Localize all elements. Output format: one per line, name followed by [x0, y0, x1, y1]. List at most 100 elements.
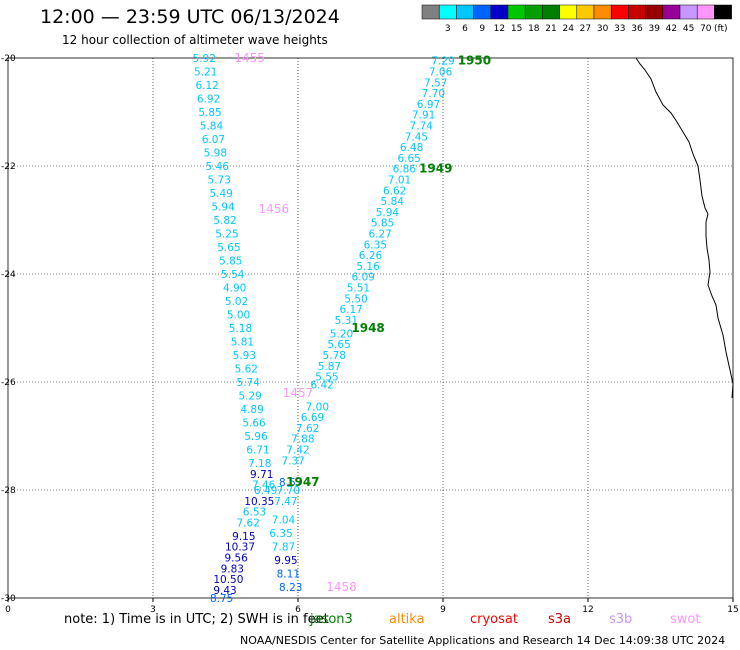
wave-height-point: 6.09: [352, 272, 375, 284]
wave-height-point: 7.06: [429, 67, 453, 79]
legend-tick-label: 12: [494, 24, 505, 34]
y-tick-label: -28: [1, 486, 16, 496]
wave-height-point: 4.90: [223, 283, 246, 295]
coastline-path: [635, 57, 734, 399]
wave-height-point: 5.94: [376, 207, 400, 219]
wave-height-point: 5.29: [238, 391, 261, 403]
legend-swatch: [559, 4, 578, 20]
wave-height-point: 6.69: [301, 412, 324, 424]
wave-height-point: 6.12: [195, 80, 218, 92]
pass-time-label: 1948: [351, 321, 384, 335]
wave-height-point: 5.98: [204, 148, 227, 160]
wave-height-point: 7.47: [274, 496, 297, 508]
wave-height-point: 6.35: [364, 239, 387, 251]
legend-swatch: [456, 4, 474, 20]
wave-height-point: 6.65: [397, 153, 420, 165]
wave-height-point: 7.74: [410, 121, 434, 133]
wave-height-point: 8.75: [210, 593, 233, 605]
legend-swatch: [490, 4, 509, 20]
legend-tick-label: 18: [528, 24, 540, 34]
pass-labels: 1455 1456 1457 1458 1950 1949 1948 1947: [234, 51, 491, 594]
wave-height-point: 10.50: [213, 574, 243, 586]
wave-height-point: 5.21: [194, 67, 217, 79]
wave-height-point: 5.00: [227, 310, 250, 322]
wave-height-point: 5.81: [231, 337, 254, 349]
wave-height-point: 7.01: [388, 175, 411, 187]
wave-height-point: 5.25: [215, 229, 238, 241]
legend-swatch: [645, 4, 664, 20]
x-tick-label: 3: [150, 605, 156, 615]
wave-height-point: 5.87: [318, 361, 341, 373]
wave-height-point: 6.17: [339, 304, 362, 316]
wave-height-point: 5.65: [217, 242, 240, 254]
wave-height-point: 7.70: [422, 88, 445, 100]
wave-height-point: 6.92: [197, 94, 220, 106]
legend-tick-label: 33: [614, 24, 625, 34]
legend-unit: (ft): [714, 24, 728, 34]
wave-height-point: 7.29: [431, 56, 454, 68]
wave-height-point: 7.04: [272, 515, 296, 527]
wave-height-point: 6.62: [383, 185, 406, 197]
wave-height-point: 5.93: [233, 350, 256, 362]
wave-height-point: 5.82: [213, 215, 236, 227]
wave-height-point: 6.97: [417, 99, 440, 111]
wave-height-point: 5.46: [206, 161, 230, 173]
wave-height-point: 10.35: [244, 496, 274, 508]
pass-time-label: 1458: [326, 580, 357, 594]
legend-swatch: [610, 4, 629, 20]
legend-swatch: [679, 4, 698, 20]
grid-lines: [8, 58, 733, 598]
wave-height-point: 6.42: [310, 380, 333, 392]
legend-swatch: [507, 4, 526, 20]
wave-height-point: 6.48: [400, 142, 423, 154]
legend-tick-label: 70: [700, 24, 712, 34]
satellite-name-s3b: s3b: [609, 612, 633, 627]
wave-height-point: 7.45: [405, 131, 428, 143]
legend-swatch: [628, 4, 646, 20]
note-text: note: 1) Time is in UTC; 2) SWH is in fe…: [64, 612, 329, 627]
legend-swatch: [714, 4, 732, 20]
wave-height-point: 7.70: [277, 485, 300, 497]
legend-tick-label: 42: [666, 24, 677, 34]
y-tick-label: -30: [1, 594, 16, 604]
legend-swatch: [438, 4, 457, 20]
wave-height-point: 9.56: [224, 553, 248, 565]
wave-height-point: 7.62: [237, 517, 260, 529]
wave-height-point: 6.71: [246, 445, 269, 457]
legend-swatch: [473, 4, 492, 20]
wave-height-point: 6.49: [254, 485, 277, 497]
wave-height-point: 5.62: [235, 364, 258, 376]
wave-height-point: 5.85: [198, 107, 221, 119]
wave-height-point: 7.87: [272, 542, 295, 554]
wave-height-point: 5.55: [315, 372, 338, 384]
wave-height-point: 7.88: [291, 434, 314, 446]
footer-text: NOAA/NESDIS Center for Satellite Applica…: [240, 634, 726, 647]
wave-height-point: 9.15: [232, 531, 255, 543]
axes: 0 3 6 9 12 15 -20 -22 -24 -26 -28 -30: [1, 54, 739, 615]
satellite-name-s3a: s3a: [548, 612, 572, 627]
legend-tick-label: 45: [683, 24, 694, 34]
pass-time-label: 1456: [259, 202, 290, 216]
legend-tick-label: 24: [562, 24, 574, 34]
wave-height-point: 5.16: [356, 261, 380, 273]
wave-height-point: 7.37: [281, 455, 304, 467]
legend-tick-label: 15: [511, 24, 522, 34]
wave-height-point: 5.50: [344, 293, 367, 305]
wave-height-point: 7.91: [412, 110, 435, 122]
plot-frame: [7, 57, 734, 599]
pass-time-label: 1950: [458, 54, 491, 68]
x-tick-label: 9: [440, 605, 446, 615]
wave-height-point: 9.43: [213, 585, 236, 597]
wave-height-point: 5.20: [330, 328, 353, 340]
wave-height-point: 6.27: [368, 229, 391, 241]
wave-height-point: 5.31: [335, 315, 358, 327]
chart-subtitle: 12 hour collection of altimeter wave hei…: [62, 33, 328, 47]
legend-swatch: [662, 4, 681, 20]
wave-height-point: 5.02: [225, 296, 248, 308]
wave-height-point: 5.65: [327, 339, 350, 351]
legend-swatch: [593, 4, 612, 20]
wave-height-point: 9.95: [274, 555, 297, 567]
satellite-name-cryosat: cryosat: [470, 612, 518, 627]
legend-swatch: [421, 4, 440, 20]
